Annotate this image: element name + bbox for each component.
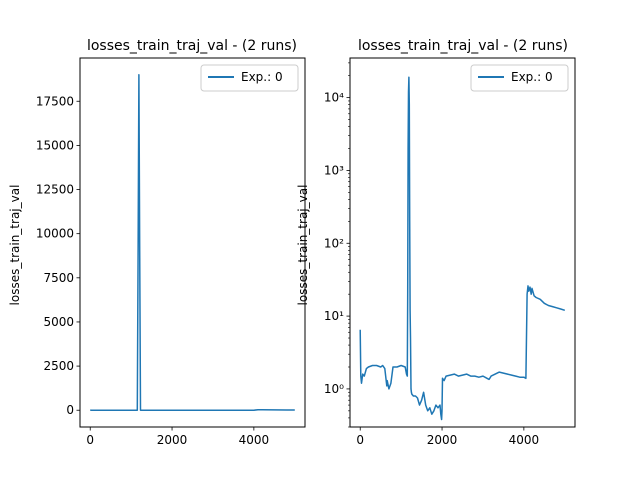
legend-label: Exp.: 0 [511, 70, 553, 84]
y-tick-label: 10000 [36, 227, 74, 241]
y-axis-label: losses_train_traj_val [296, 185, 310, 306]
y-tick-label: 15000 [36, 138, 74, 152]
y-tick-label: 17500 [36, 94, 74, 108]
axes-frame [79, 57, 306, 428]
y-tick-label: 5000 [43, 315, 74, 329]
x-tick-label: 0 [86, 433, 94, 447]
series-lines [90, 74, 295, 411]
chart-right: losses_train_traj_val - (2 runs) losses_… [296, 38, 576, 447]
x-axis: 0 2000 4000 [86, 427, 269, 447]
y-tick-label: 10⁰ [324, 382, 344, 396]
y-tick-label: 10¹ [324, 309, 344, 323]
x-tick-label: 4000 [239, 433, 270, 447]
y-tick-label: 7500 [43, 271, 74, 285]
legend: Exp.: 0 [470, 64, 569, 92]
chart-left: losses_train_traj_val - (2 runs) losses_… [8, 38, 306, 447]
axes-frame [349, 57, 576, 428]
y-axis-label: losses_train_traj_val [8, 185, 22, 306]
legend-label: Exp.: 0 [241, 70, 283, 84]
y-tick-label: 12500 [36, 183, 74, 197]
chart-title: losses_train_traj_val - (2 runs) [358, 38, 568, 54]
y-tick-label: 0 [66, 403, 74, 417]
legend-box [470, 64, 569, 92]
y-tick-label: 10⁴ [324, 91, 344, 105]
plot-area: 0 2000 4000 10⁰ 10¹ 10² 10³ 10⁴ Exp.: 0 [324, 57, 576, 447]
y-tick-label: 10² [324, 236, 344, 250]
series-line [90, 74, 295, 411]
x-axis: 0 2000 4000 [356, 427, 539, 447]
y-tick-label: 2500 [43, 359, 74, 373]
x-tick-label: 2000 [157, 433, 188, 447]
x-tick-label: 0 [356, 433, 364, 447]
x-tick-label: 2000 [427, 433, 458, 447]
y-tick-label: 10³ [324, 163, 344, 177]
y-axis: 0 2500 5000 7500 10000 12500 15000 17500 [36, 94, 80, 417]
series-lines [359, 76, 566, 421]
legend-box [200, 64, 299, 92]
chart-title: losses_train_traj_val - (2 runs) [87, 38, 297, 54]
legend: Exp.: 0 [200, 64, 299, 92]
plot-area: 0 2000 4000 0 2500 5000 7500 10000 12500 15000 17… [36, 57, 306, 447]
x-tick-label: 4000 [509, 433, 540, 447]
y-axis: 10⁰ 10¹ 10² 10³ 10⁴ [324, 62, 350, 428]
series-line [359, 76, 566, 421]
